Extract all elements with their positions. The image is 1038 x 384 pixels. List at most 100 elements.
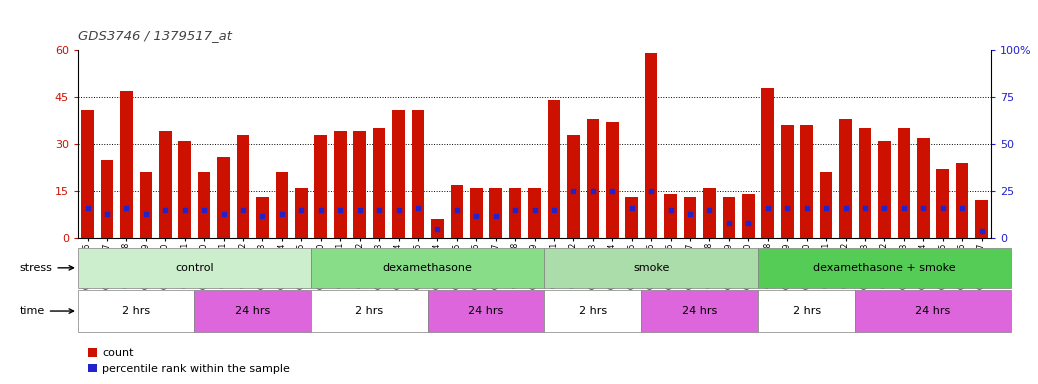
Bar <box>800 125 813 238</box>
Bar <box>139 172 153 238</box>
Bar <box>431 219 443 238</box>
Point <box>526 207 543 213</box>
Bar <box>353 131 366 238</box>
Point <box>818 205 835 211</box>
Text: 24 hrs: 24 hrs <box>682 306 717 316</box>
Point <box>332 207 349 213</box>
Point <box>682 210 699 217</box>
Bar <box>858 128 871 238</box>
Bar <box>626 197 638 238</box>
Point <box>662 207 679 213</box>
Bar <box>428 290 544 332</box>
Point <box>584 188 601 194</box>
Point <box>896 205 912 211</box>
Text: 2 hrs: 2 hrs <box>793 306 821 316</box>
Bar <box>315 135 327 238</box>
Point <box>740 220 757 226</box>
Bar <box>179 141 191 238</box>
Text: dexamethasone: dexamethasone <box>383 263 472 273</box>
Bar <box>311 248 544 288</box>
Bar <box>276 172 289 238</box>
Text: 2 hrs: 2 hrs <box>122 306 151 316</box>
Point <box>274 210 291 217</box>
Bar <box>878 141 891 238</box>
Bar <box>217 157 230 238</box>
Point <box>546 207 563 213</box>
Bar <box>956 163 968 238</box>
Bar <box>567 135 580 238</box>
Text: 2 hrs: 2 hrs <box>355 306 383 316</box>
Bar <box>81 109 93 238</box>
Text: dexamethasone + smoke: dexamethasone + smoke <box>813 263 956 273</box>
Point <box>371 207 387 213</box>
Bar <box>256 197 269 238</box>
Point <box>390 207 407 213</box>
Bar <box>548 100 561 238</box>
Bar <box>489 188 502 238</box>
Point <box>643 188 659 194</box>
Bar <box>78 248 311 288</box>
Bar <box>664 194 677 238</box>
Bar <box>703 188 716 238</box>
Bar <box>781 125 793 238</box>
Point <box>856 205 873 211</box>
Point <box>720 220 737 226</box>
Bar <box>101 160 113 238</box>
Bar <box>295 188 307 238</box>
Text: 24 hrs: 24 hrs <box>236 306 270 316</box>
Text: GDS3746 / 1379517_at: GDS3746 / 1379517_at <box>78 29 231 42</box>
Bar <box>334 131 347 238</box>
Bar <box>762 88 774 238</box>
Text: 2 hrs: 2 hrs <box>579 306 607 316</box>
Bar <box>544 248 758 288</box>
Bar <box>855 290 1011 332</box>
Point <box>974 227 990 233</box>
Point <box>79 205 95 211</box>
Bar <box>450 185 463 238</box>
Bar <box>976 200 988 238</box>
Legend: count, percentile rank within the sample: count, percentile rank within the sample <box>83 344 295 379</box>
Point <box>934 205 951 211</box>
Bar <box>392 109 405 238</box>
Point <box>876 205 893 211</box>
Bar <box>641 290 758 332</box>
Bar <box>898 128 910 238</box>
Bar <box>509 188 521 238</box>
Bar <box>820 172 832 238</box>
Point <box>954 205 971 211</box>
Bar <box>159 131 171 238</box>
Bar <box>373 128 385 238</box>
Bar <box>917 138 930 238</box>
Bar <box>742 194 755 238</box>
Point <box>312 207 329 213</box>
Bar <box>606 122 619 238</box>
Bar <box>120 91 133 238</box>
Point <box>565 188 581 194</box>
Text: 24 hrs: 24 hrs <box>916 306 951 316</box>
Point <box>157 207 173 213</box>
Point <box>176 207 193 213</box>
Bar <box>722 197 735 238</box>
Bar <box>936 169 949 238</box>
Bar <box>198 172 211 238</box>
Text: control: control <box>175 263 214 273</box>
Bar <box>237 135 249 238</box>
Bar <box>470 188 483 238</box>
Bar <box>758 248 1011 288</box>
Text: stress: stress <box>20 263 74 273</box>
Point <box>99 210 115 217</box>
Point <box>410 205 427 211</box>
Point <box>351 207 367 213</box>
Bar <box>528 188 541 238</box>
Point <box>760 205 776 211</box>
Point <box>293 207 309 213</box>
Point <box>838 205 854 211</box>
Bar <box>684 197 696 238</box>
Point <box>254 212 271 218</box>
Bar <box>758 290 855 332</box>
Point <box>448 207 465 213</box>
Point <box>778 205 795 211</box>
Text: smoke: smoke <box>633 263 670 273</box>
Point <box>138 210 155 217</box>
Point <box>215 210 231 217</box>
